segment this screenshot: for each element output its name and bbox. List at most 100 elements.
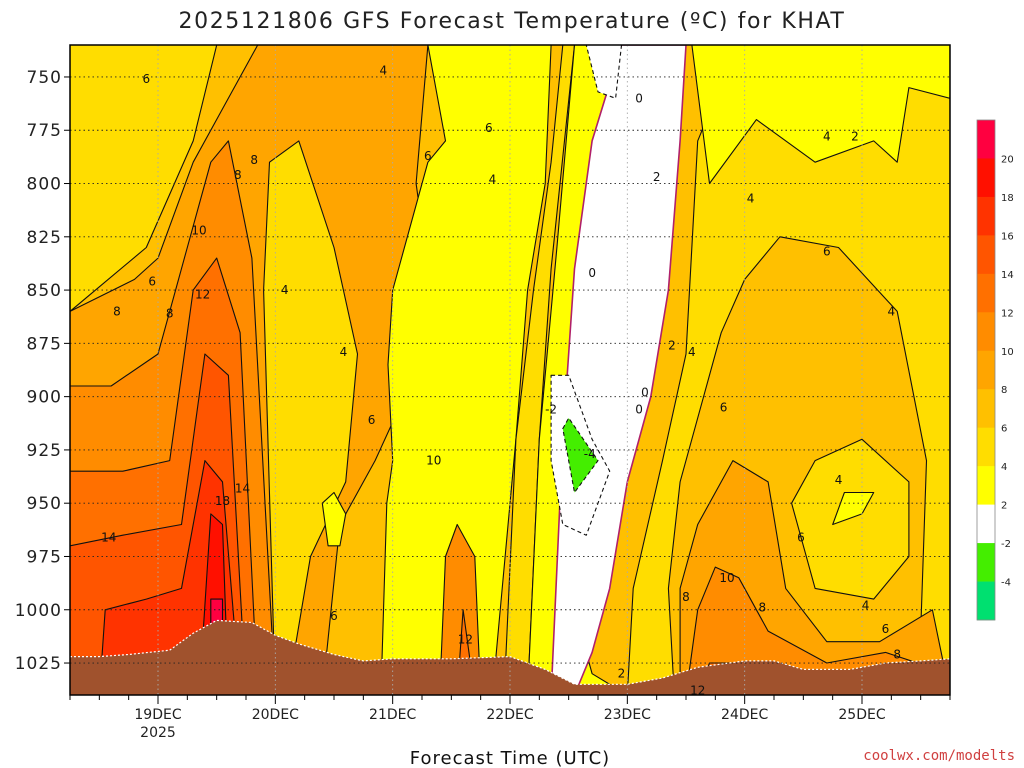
contour-label-41: 8 <box>758 601 766 615</box>
temp-region-27 <box>321 491 347 547</box>
ytick-label-800: 800 <box>27 175 62 195</box>
colorbar-bin--2 <box>977 504 995 544</box>
xtick-label-4: 23DEC <box>604 707 651 723</box>
ytick-label-1000: 1000 <box>15 601 62 621</box>
ytick-label-775: 775 <box>27 121 62 141</box>
contour-label-6: 8 <box>166 307 174 321</box>
contour-label-20: 4 <box>489 172 497 186</box>
chart-title: 2025121806 GFS Forecast Temperature (ºC)… <box>179 9 846 34</box>
contour-label-45: 12 <box>690 684 705 698</box>
contour-label-5: 8 <box>113 304 121 318</box>
ytick-label-875: 875 <box>27 334 62 354</box>
contour-label-4: 6 <box>148 275 156 289</box>
colorbar-bin--4 <box>977 543 995 582</box>
contour-label-35: 4 <box>888 304 896 318</box>
contour-label-25: 4 <box>688 345 696 359</box>
ytick-label-825: 825 <box>27 228 62 248</box>
contour-label-19: 6 <box>485 121 493 135</box>
contour-label-9: 14 <box>235 481 250 495</box>
colorbar-tick--4: -4 <box>1001 578 1011 589</box>
colorbar-bin-18 <box>977 158 995 198</box>
colorbar: -4 -2 2 4 6 8 10 12 14 16 18 20 <box>976 119 1014 621</box>
colorbar-bin-4 <box>977 427 995 467</box>
colorbar-frame <box>976 119 996 621</box>
xtick-label-0: 19DEC <box>134 707 181 723</box>
ytick-label-850: 850 <box>27 281 62 301</box>
gridlines <box>70 45 950 695</box>
contour-label-33: 2 <box>851 130 859 144</box>
contour-label-16: 12 <box>458 633 473 647</box>
colorbar-bin-2 <box>977 466 995 505</box>
colorbar-bin--6 <box>977 581 995 621</box>
colorbar-bin-14 <box>977 235 995 275</box>
contour-label-32: 4 <box>823 130 831 144</box>
contour-label-21: 0 <box>588 266 596 280</box>
contour-label-44: 8 <box>893 648 901 662</box>
colorbar-tick-2: 2 <box>1001 501 1007 512</box>
contour-label-11: 4 <box>281 283 289 297</box>
colorbar-tick-10: 10 <box>1001 347 1014 358</box>
colorbar-tick-12: 12 <box>1001 308 1014 319</box>
ytick-label-925: 925 <box>27 441 62 461</box>
contour-label-29: -4 <box>584 447 596 461</box>
colorbar-tick-14: 14 <box>1001 270 1014 281</box>
contour-label-39: 8 <box>682 590 690 604</box>
colorbar-tick--2: -2 <box>1001 539 1011 550</box>
contour-label-24: 2 <box>668 338 676 352</box>
colorbar-bin-6 <box>977 389 995 428</box>
ytick-label-1025: 1025 <box>15 654 62 674</box>
xtick-label-3: 22DEC <box>486 707 533 723</box>
credit-link[interactable]: coolwx.com/modelts <box>863 748 1015 764</box>
ytick-label-900: 900 <box>27 388 62 408</box>
xtick-label-2: 21DEC <box>369 707 416 723</box>
temp-region-18 <box>585 45 623 99</box>
contour-label-40: 10 <box>719 571 734 585</box>
contour-label-0: 6 <box>142 72 150 86</box>
contour-label-37: 4 <box>835 473 843 487</box>
colorbar-tick-6: 6 <box>1001 424 1007 435</box>
temp-region-17 <box>562 417 599 494</box>
surface-line <box>70 619 950 685</box>
contour-label-10: 14 <box>101 530 116 544</box>
ytick-label-750: 750 <box>27 68 62 88</box>
colorbar-bin-10 <box>977 312 995 352</box>
contour-label-2: 8 <box>234 168 242 182</box>
contour-label-23: 2 <box>653 170 661 184</box>
colorbar-bin-16 <box>977 196 995 236</box>
temp-region-10 <box>380 45 552 695</box>
colorbar-bin-8 <box>977 350 995 390</box>
contour-label-15: 6 <box>330 609 338 623</box>
xtick-label-5: 24DEC <box>721 707 768 723</box>
x-axis-label: Forecast Time (UTC) <box>410 748 610 768</box>
contour-label-13: 6 <box>368 413 376 427</box>
temp-region-11 <box>439 523 482 695</box>
temp-region-22 <box>791 438 910 600</box>
y-axis: 750 775 800 825 850 875 900 925 950 975 1000 1025 <box>15 68 70 674</box>
contour-label-42: 4 <box>862 598 870 612</box>
temp-region-1 <box>70 45 218 695</box>
contour-label-30: 2 <box>618 667 626 681</box>
contour-label-31: 4 <box>747 191 755 205</box>
contour-label-7: 12 <box>195 287 210 301</box>
xtick-year-label: 2025 <box>140 725 176 741</box>
contour-label-38: 6 <box>797 530 805 544</box>
colorbar-bin-20 <box>977 120 995 159</box>
contour-label-27: 0 <box>635 402 643 416</box>
contour-label-28: -2 <box>545 402 557 416</box>
colorbar-tick-16: 16 <box>1001 231 1014 242</box>
xtick-label-1: 20DEC <box>252 707 299 723</box>
x-axis: 19DEC 20DEC 21DEC 22DEC 23DEC 24DEC 25DEC 2025 <box>69 695 951 741</box>
ytick-label-950: 950 <box>27 494 62 514</box>
ytick-label-975: 975 <box>27 547 62 567</box>
temp-region-20 <box>691 45 950 185</box>
colorbar-tick-8: 8 <box>1001 385 1007 396</box>
contour-label-36: 6 <box>720 400 728 414</box>
contour-label-17: 4 <box>379 64 387 78</box>
contour-label-34: 6 <box>823 245 831 259</box>
contour-label-26: 0 <box>641 385 649 399</box>
contour-label-8: 18 <box>215 494 230 508</box>
contour-label-18: 6 <box>424 149 432 163</box>
